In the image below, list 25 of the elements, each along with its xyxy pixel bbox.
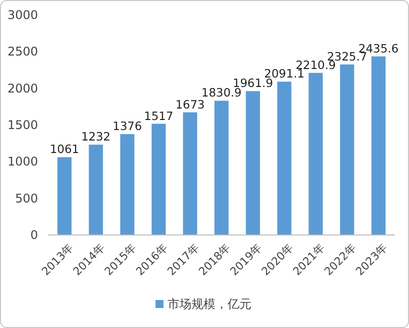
y-tick-label: 1000 bbox=[7, 154, 38, 169]
data-label: 1830.9 bbox=[201, 86, 242, 100]
y-tick-label: 0 bbox=[30, 228, 38, 242]
bar bbox=[88, 144, 103, 235]
data-label: 1517 bbox=[144, 108, 174, 123]
bar bbox=[371, 56, 386, 235]
bar bbox=[246, 91, 260, 235]
data-label: 1061 bbox=[50, 142, 80, 156]
bar bbox=[340, 64, 354, 235]
y-tick-label: 3000 bbox=[7, 8, 38, 22]
data-label: 1376 bbox=[112, 119, 142, 134]
y-tick-label: 500 bbox=[15, 191, 38, 206]
y-tick-label: 2000 bbox=[7, 81, 38, 96]
bar bbox=[57, 157, 72, 235]
bar bbox=[277, 82, 292, 235]
legend-label: 市场规模，亿元 bbox=[168, 297, 252, 311]
y-tick-label: 1500 bbox=[7, 118, 38, 132]
bar bbox=[214, 100, 229, 235]
bar bbox=[120, 134, 134, 235]
data-label: 1673 bbox=[175, 97, 205, 112]
y-tick-label: 2500 bbox=[7, 44, 38, 59]
data-label: 1232 bbox=[81, 130, 111, 144]
bar bbox=[152, 124, 166, 235]
bar bbox=[183, 112, 198, 235]
bar bbox=[308, 72, 323, 235]
